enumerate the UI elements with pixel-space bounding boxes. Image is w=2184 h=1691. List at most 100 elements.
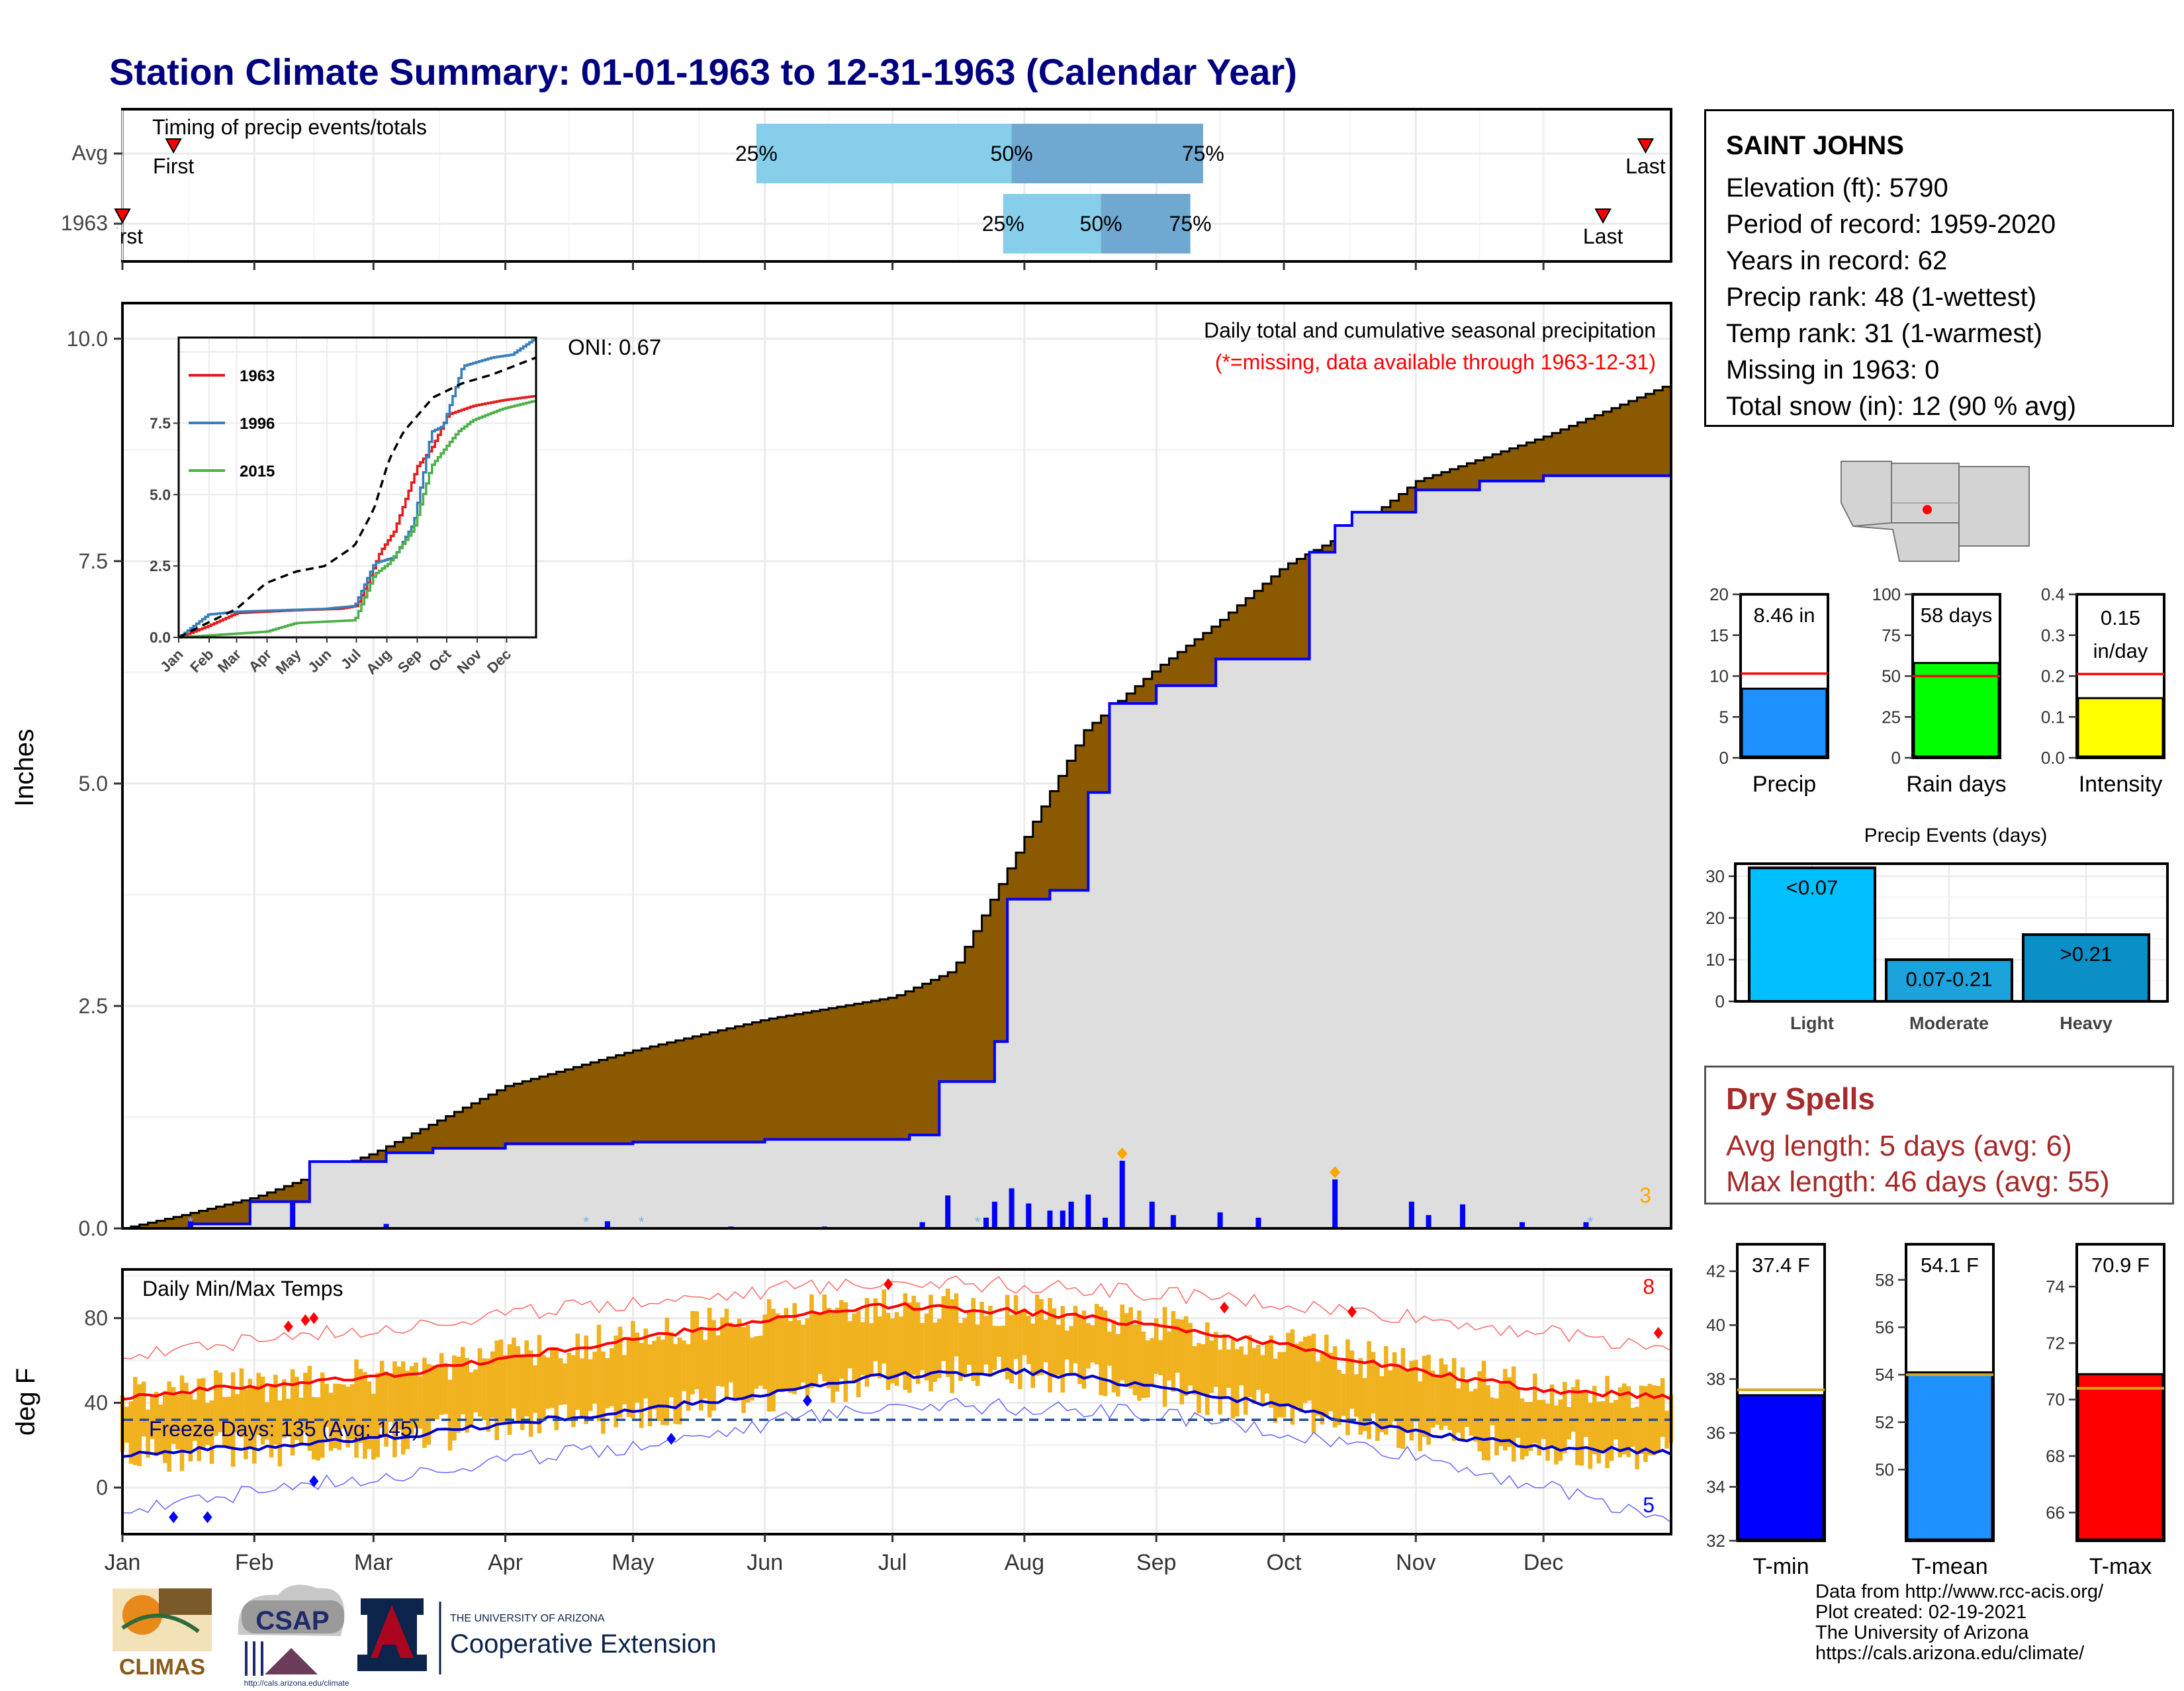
daily-temp-bar	[839, 1300, 844, 1379]
daily-temp-bar	[1060, 1306, 1066, 1393]
x-tick-label-oct: Oct	[1267, 1550, 1302, 1575]
daily-temp-bar	[486, 1358, 491, 1432]
daily-temp-bar	[307, 1365, 312, 1451]
daily-temp-bar	[235, 1394, 240, 1433]
mini-bar-chart-precip: 0 5 10 15 20 8.46 in Precip	[1709, 584, 1829, 797]
x-tick-label-nov: Nov	[1396, 1550, 1435, 1575]
daily-temp-bar	[1375, 1363, 1380, 1441]
record-low-marker	[203, 1511, 212, 1524]
daily-temp-bar	[652, 1340, 657, 1410]
daily-temp-bar	[656, 1336, 661, 1422]
mini-bar-y-tick-label: 100	[1872, 584, 1901, 604]
inset-line-2015	[179, 400, 537, 639]
daily-temp-bar	[1115, 1334, 1120, 1396]
daily-temp-bar	[703, 1340, 708, 1398]
mini-bar-y-tick-label: 10	[1709, 666, 1729, 686]
events-title: Precip Events (days)	[1864, 825, 2048, 846]
inset-legend-label: 2015	[240, 463, 275, 480]
daily-temp-bar	[197, 1379, 202, 1461]
daily-temp-bar	[1490, 1397, 1495, 1426]
daily-temp-bar	[405, 1371, 410, 1449]
daily-temp-bar	[384, 1371, 388, 1447]
daily-temp-bar	[1022, 1308, 1027, 1355]
daily-temp-bar	[631, 1321, 635, 1419]
temp-y-tick-label: 0	[96, 1476, 108, 1500]
record-high-marker	[1220, 1301, 1229, 1314]
daily-temp-bar	[682, 1340, 686, 1391]
daily-temp-bar	[316, 1397, 321, 1461]
daily-temp-bar	[673, 1344, 678, 1424]
x-tick-label-jul: Jul	[878, 1550, 907, 1575]
daily-temp-bar	[1609, 1402, 1614, 1461]
mini-bar-value	[1913, 662, 2000, 758]
daily-temp-bar	[1222, 1334, 1227, 1398]
daily-temp-bar	[835, 1307, 840, 1392]
events-bar-label: Light	[1790, 1013, 1834, 1033]
x-tick-label-mar: Mar	[354, 1550, 393, 1575]
daily-precip-bar	[1047, 1211, 1053, 1228]
mini-bar-y-tick-label: 50	[1882, 666, 1901, 686]
daily-temp-bar	[894, 1312, 899, 1387]
events-y-tick-label: 0	[1715, 991, 1725, 1011]
daily-temp-bar	[1362, 1377, 1367, 1432]
mini-bar-value-label-2: in/day	[2093, 639, 2148, 663]
daily-temp-bar	[617, 1326, 623, 1418]
daily-precip-bar	[187, 1221, 193, 1228]
daily-temp-bar	[1218, 1349, 1222, 1415]
daily-temp-bar	[1345, 1339, 1350, 1436]
mini-bar-y-tick-label: 75	[1882, 625, 1901, 645]
daily-temp-bar	[1498, 1382, 1504, 1446]
daily-temp-bar	[728, 1322, 733, 1383]
daily-temp-bar	[1664, 1410, 1669, 1449]
timing-bar-q50-q75	[1101, 194, 1191, 253]
daily-temp-bar	[1426, 1354, 1431, 1445]
daily-temp-bar	[277, 1400, 283, 1467]
daily-temp-bar	[1226, 1349, 1231, 1389]
daily-temp-bar	[936, 1318, 942, 1379]
daily-temp-bar	[1584, 1392, 1588, 1438]
daily-temp-bar	[1337, 1369, 1342, 1426]
daily-temp-bar	[601, 1351, 606, 1434]
daily-temp-bar	[647, 1344, 653, 1427]
daily-temp-bar	[1248, 1335, 1252, 1397]
daily-temp-bar	[558, 1358, 563, 1405]
daily-temp-bar	[146, 1409, 150, 1458]
mini-bar-y-tick-label: 15	[1709, 625, 1729, 645]
daily-temp-bar	[1290, 1329, 1295, 1425]
daily-precip-bar	[1068, 1201, 1074, 1228]
daily-precip-bar	[290, 1201, 296, 1228]
daily-temp-bar	[856, 1310, 861, 1398]
daily-temp-bar	[1171, 1310, 1176, 1393]
daily-temp-bar	[328, 1393, 334, 1451]
daily-temp-bar	[1107, 1331, 1112, 1366]
mini-bar-value	[1741, 688, 1828, 758]
station-missing: Missing in 1963: 0	[1726, 355, 1940, 385]
daily-temp-bar	[1209, 1340, 1214, 1393]
daily-temp-bar	[979, 1302, 984, 1374]
temp-bar-y-tick-label: 42	[1706, 1261, 1725, 1281]
daily-temp-bar	[273, 1375, 278, 1445]
daily-temp-bar	[1400, 1348, 1406, 1449]
daily-temp-bar	[490, 1351, 495, 1418]
daily-temp-bar	[852, 1313, 857, 1383]
timing-clip-mask	[99, 228, 121, 261]
daily-temp-bar	[626, 1336, 631, 1418]
daily-temp-bar	[1286, 1332, 1291, 1405]
daily-temp-bar	[780, 1318, 784, 1393]
daily-temp-bar	[303, 1372, 308, 1433]
daily-temp-bar	[1137, 1310, 1142, 1401]
daily-temp-bar	[958, 1322, 963, 1381]
timing-bar-q25-q50	[756, 124, 1012, 183]
daily-temp-bar	[754, 1336, 759, 1389]
daily-temp-bar	[1132, 1324, 1138, 1395]
daily-temp-bar	[460, 1347, 465, 1414]
daily-temp-bar	[1154, 1318, 1159, 1374]
daily-temp-bar	[584, 1335, 589, 1424]
daily-temp-bar	[1486, 1385, 1490, 1461]
daily-temp-bar	[132, 1377, 138, 1465]
daily-temp-bar	[971, 1298, 976, 1381]
daily-temp-bar	[1277, 1351, 1282, 1418]
daily-temp-bar	[847, 1321, 852, 1369]
x-tick-label-apr: Apr	[488, 1550, 523, 1575]
station-years: Years in record: 62	[1726, 246, 1948, 275]
